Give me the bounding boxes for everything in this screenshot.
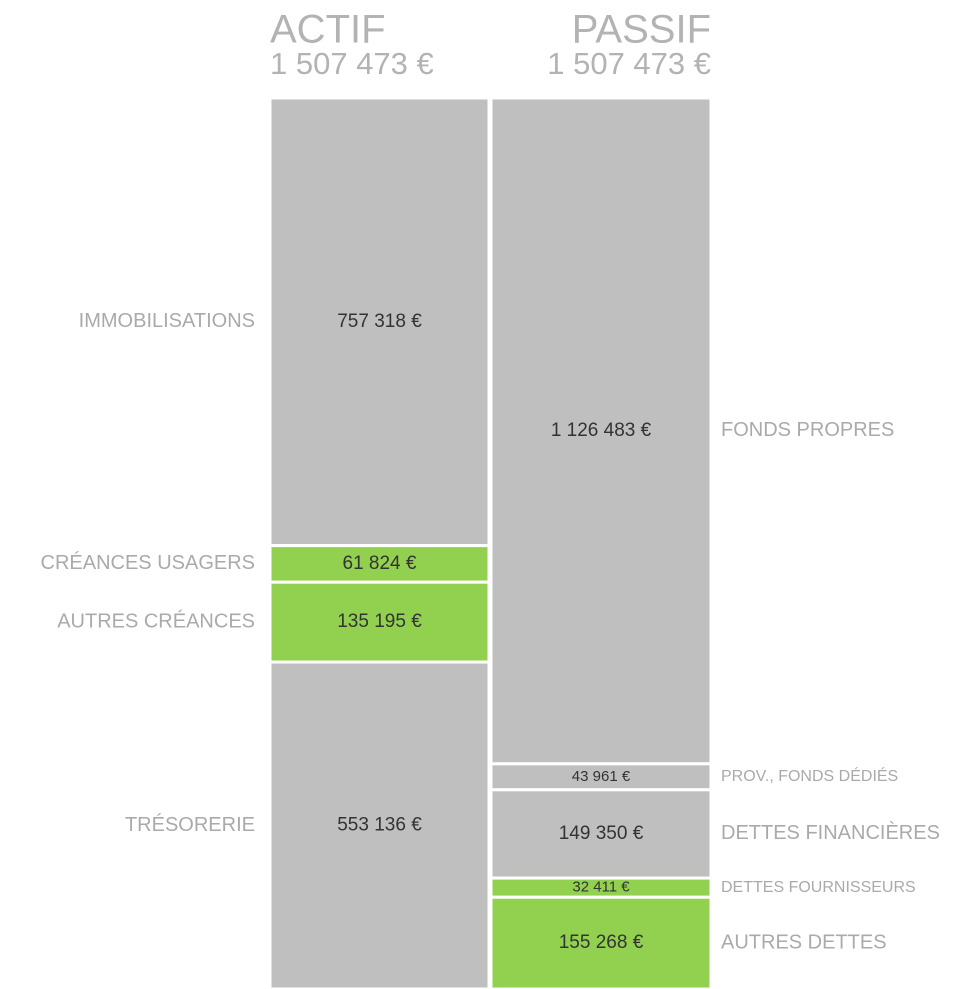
category-label: DETTES FOURNISSEURS (721, 879, 916, 896)
value-label: 553 136 € (337, 815, 422, 836)
category-label: AUTRES CRÉANCES (57, 609, 255, 632)
value-label: 757 318 € (337, 311, 422, 332)
segment (268, 660, 491, 989)
column-title: PASSIF (572, 8, 711, 52)
value-label: 43 961 € (572, 768, 631, 785)
value-label: 149 350 € (559, 823, 644, 844)
segment (489, 762, 713, 792)
category-label: DETTES FINANCIÈRES (721, 821, 940, 844)
category-label: AUTRES DETTES (721, 931, 887, 953)
value-label: 135 195 € (337, 611, 422, 632)
value-label: 61 824 € (343, 553, 417, 574)
segment (489, 96, 713, 766)
category-label: TRÉSORERIE (125, 813, 255, 836)
value-label: 1 126 483 € (551, 420, 652, 441)
category-label: IMMOBILISATIONS (79, 310, 255, 332)
value-label: 32 411 € (572, 879, 630, 896)
segment (489, 895, 713, 989)
category-label: FONDS PROPRES (721, 419, 894, 441)
column-title: ACTIF (270, 8, 386, 52)
column-total: 1 507 473 € (270, 46, 434, 81)
value-label: 155 268 € (559, 932, 644, 953)
segment (268, 96, 491, 548)
category-label: CRÉANCES USAGERS (41, 551, 256, 574)
category-label: PROV., FONDS DÉDIÉS (721, 766, 898, 785)
column-total: 1 507 473 € (547, 46, 711, 81)
